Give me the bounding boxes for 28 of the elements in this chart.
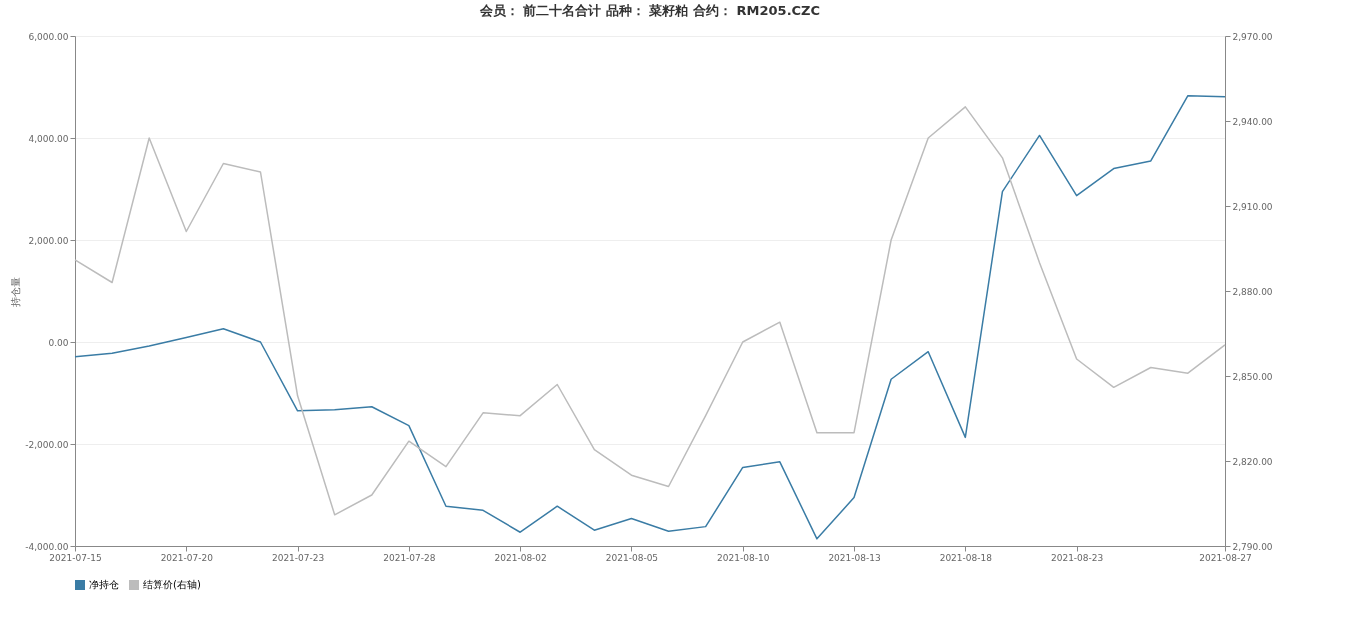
x-tick-label: 2021-08-27 <box>1199 552 1252 563</box>
y-tick-label: 2,000.00 <box>28 235 69 246</box>
y-axis-title: 持仓量 <box>10 276 22 307</box>
legend-label: 结算价(右轴) <box>143 579 201 590</box>
y-tick-label: -4,000.00 <box>25 541 69 552</box>
y2-tick-label: 2,790.00 <box>1232 541 1273 552</box>
x-tick-label: 2021-07-28 <box>383 552 436 563</box>
y2-tick-label: 2,820.00 <box>1232 456 1273 467</box>
y2-tick-label: 2,910.00 <box>1232 201 1273 212</box>
y-tick-label: 6,000.00 <box>28 31 69 42</box>
x-tick-label: 2021-08-10 <box>717 552 770 563</box>
x-tick-label: 2021-08-13 <box>828 552 881 563</box>
y2-tick-label: 2,970.00 <box>1232 31 1273 42</box>
y2-tick-label: 2,940.00 <box>1232 116 1273 127</box>
x-tick-label: 2021-08-18 <box>939 552 993 563</box>
x-tick-label: 2021-08-02 <box>494 552 547 563</box>
y2-tick-label: 2,880.00 <box>1232 286 1273 297</box>
x-tick-label: 2021-07-23 <box>271 552 325 563</box>
x-tick-label: 2021-07-20 <box>160 552 214 563</box>
x-tick-label: 2021-08-05 <box>605 552 659 563</box>
y-tick-label: 0.00 <box>48 337 69 348</box>
x-tick-label: 2021-07-15 <box>49 552 102 563</box>
y-tick-label: -2,000.00 <box>25 439 69 450</box>
y2-tick-label: 2,850.00 <box>1232 371 1273 382</box>
legend-label: 净持仓 <box>89 579 119 590</box>
chart-title: 会员： 前二十名合计 品种： 菜籽粕 合约： RM205.CZC <box>478 3 821 18</box>
y-tick-label: 4,000.00 <box>28 133 69 144</box>
x-tick-label: 2021-08-23 <box>1050 552 1104 563</box>
